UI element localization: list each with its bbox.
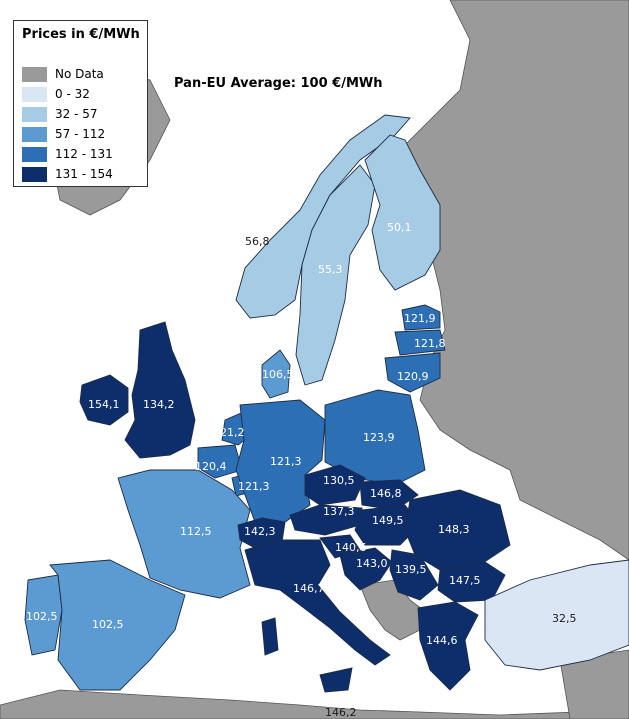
value-label-switzerland: 142,3	[244, 525, 276, 538]
country-italy-sardinia	[261, 617, 279, 656]
country-ireland	[79, 374, 129, 426]
value-label-ireland: 154,1	[88, 398, 120, 411]
country-sweden	[295, 164, 376, 386]
legend-item-131-154: 131 - 154	[22, 166, 113, 182]
legend-swatch	[22, 106, 47, 122]
value-label-denmark: 106,5	[262, 368, 294, 381]
country-estonia	[401, 304, 441, 331]
value-label-serbia: 139,5	[395, 563, 427, 576]
legend-item-32-57: 32 - 57	[22, 106, 98, 122]
country-belgium	[197, 444, 243, 479]
legend-label: 112 - 131	[55, 147, 113, 161]
value-label-germany: 121,3	[270, 455, 302, 468]
country-italy-sicily	[319, 667, 353, 693]
value-label-portugal: 102,5	[26, 610, 58, 623]
country-finland	[364, 134, 441, 291]
value-label-malta: 146,2	[325, 706, 357, 719]
legend-label: 32 - 57	[55, 107, 98, 121]
legend-item-57-112: 57 - 112	[22, 126, 105, 142]
value-label-italy: 146,7	[293, 582, 325, 595]
legend: Prices in €/MWh No Data 0 - 32 32 - 57 5…	[13, 20, 148, 187]
legend-title: Prices in €/MWh	[22, 27, 140, 42]
value-label-france: 112,5	[180, 525, 212, 538]
legend-swatch	[22, 66, 47, 82]
country-uk	[124, 321, 196, 459]
country-norway	[235, 114, 411, 319]
country-france	[117, 469, 251, 599]
legend-label: No Data	[55, 67, 104, 81]
legend-swatch	[22, 126, 47, 142]
country-hungary	[354, 504, 421, 546]
country-greece	[417, 601, 479, 691]
legend-label: 131 - 154	[55, 167, 113, 181]
value-label-bulgaria: 147,5	[449, 574, 481, 587]
country-czechia	[304, 464, 366, 506]
country-slovenia	[319, 534, 361, 559]
legend-swatch	[22, 86, 47, 102]
legend-swatch	[22, 146, 47, 162]
value-label-netherlands: 121,2	[213, 426, 245, 439]
value-label-hungary: 149,5	[372, 514, 404, 527]
country-serbia	[389, 549, 439, 601]
value-label-spain: 102,5	[92, 618, 124, 631]
value-label-poland: 123,9	[363, 431, 395, 444]
value-label-latvia: 121,8	[414, 337, 446, 350]
country-croatia	[339, 547, 393, 591]
legend-item-nodata: No Data	[22, 66, 104, 82]
value-label-uk: 134,2	[143, 398, 175, 411]
legend-item-0-32: 0 - 32	[22, 86, 90, 102]
country-turkey	[484, 559, 629, 671]
legend-label: 57 - 112	[55, 127, 106, 141]
value-label-austria: 137,3	[323, 505, 355, 518]
country-shapes	[24, 114, 629, 693]
value-label-greece: 144,6	[426, 634, 458, 647]
country-lithuania	[384, 352, 441, 393]
pan-eu-average-note: Pan-EU Average: 100 €/MWh	[174, 76, 383, 91]
legend-item-112-131: 112 - 131	[22, 146, 113, 162]
value-label-czechia: 130,5	[323, 474, 355, 487]
value-label-slovakia: 146,8	[370, 487, 402, 500]
value-label-romania: 148,3	[438, 523, 470, 536]
value-label-luxembourg: 121,3	[238, 480, 270, 493]
country-italy	[244, 539, 391, 666]
country-denmark	[261, 349, 291, 399]
value-label-lithuania: 120,9	[397, 370, 429, 383]
value-label-turkey: 32,5	[552, 612, 577, 625]
legend-label: 0 - 32	[55, 87, 90, 101]
legend-swatch	[22, 166, 47, 182]
value-label-belgium: 120,4	[195, 460, 227, 473]
country-latvia	[394, 329, 446, 356]
value-label-croatia: 143,0	[356, 557, 388, 570]
country-slovakia	[359, 479, 419, 511]
africa-coast	[0, 689, 629, 719]
country-spain	[49, 559, 186, 691]
value-label-finland: 50,1	[387, 221, 412, 234]
value-label-slovenia: 140,6	[335, 541, 367, 554]
value-label-norway: 56,8	[245, 235, 270, 248]
value-labels: 154,1 134,2 102,5 102,5 112,5 120,4 121,2 121,3…	[26, 221, 577, 719]
value-label-sweden: 55,3	[318, 263, 343, 276]
value-label-estonia: 121,9	[404, 312, 436, 325]
